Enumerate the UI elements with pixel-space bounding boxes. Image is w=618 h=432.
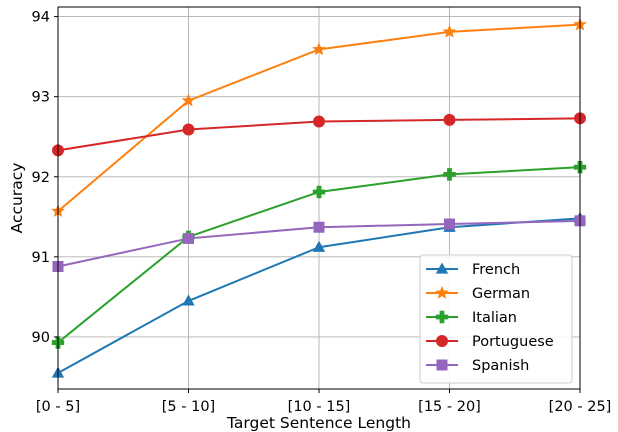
data-point-german bbox=[312, 42, 326, 56]
y-tick-label: 90 bbox=[32, 330, 50, 346]
x-tick-label: [0 - 5] bbox=[36, 399, 80, 415]
legend-box bbox=[419, 254, 573, 384]
data-point-italian bbox=[443, 168, 456, 181]
legend-marker-spanish bbox=[436, 359, 448, 371]
data-point-french bbox=[182, 294, 195, 306]
x-tick-label: [5 - 10] bbox=[162, 399, 215, 415]
y-tick-label: 93 bbox=[32, 90, 50, 106]
x-tick-label: [20 - 25] bbox=[549, 399, 612, 415]
legend: French German Italian Portuguese Spanish bbox=[419, 254, 573, 384]
x-tick-label: [10 - 15] bbox=[288, 399, 351, 415]
legend-marker-italian bbox=[435, 310, 449, 324]
y-axis-ticks: 90 91 92 93 94 bbox=[32, 10, 58, 346]
legend-label-spanish: Spanish bbox=[472, 358, 529, 374]
x-axis-title: Target Sentence Length bbox=[226, 414, 411, 432]
x-tick-label: [15 - 20] bbox=[418, 399, 481, 415]
data-point-portuguese bbox=[443, 113, 456, 126]
series-portuguese bbox=[52, 112, 586, 157]
data-point-portuguese bbox=[313, 115, 325, 128]
legend-marker-german bbox=[435, 285, 449, 299]
data-point-portuguese bbox=[182, 123, 195, 136]
data-point-german bbox=[181, 93, 196, 107]
y-axis-title: Accuracy bbox=[8, 163, 26, 234]
y-tick-label: 91 bbox=[32, 250, 50, 266]
data-point-spanish bbox=[444, 218, 455, 230]
data-point-spanish bbox=[183, 232, 194, 244]
legend-label-portuguese: Portuguese bbox=[472, 334, 554, 350]
y-tick-label: 94 bbox=[32, 10, 50, 26]
legend-label-german: German bbox=[472, 286, 530, 302]
legend-label-french: French bbox=[472, 262, 520, 278]
data-point-german bbox=[442, 24, 457, 38]
legend-marker-portuguese bbox=[436, 335, 448, 347]
data-point-spanish bbox=[313, 221, 325, 233]
legend-marker-french bbox=[435, 262, 449, 274]
data-point-italian bbox=[312, 185, 326, 199]
data-point-french bbox=[312, 240, 326, 252]
y-tick-label: 92 bbox=[32, 170, 50, 186]
legend-label-italian: Italian bbox=[472, 310, 517, 326]
x-axis-ticks: [0 - 5] [5 - 10] [10 - 15] [15 - 20] [20 - 2… bbox=[36, 389, 611, 415]
